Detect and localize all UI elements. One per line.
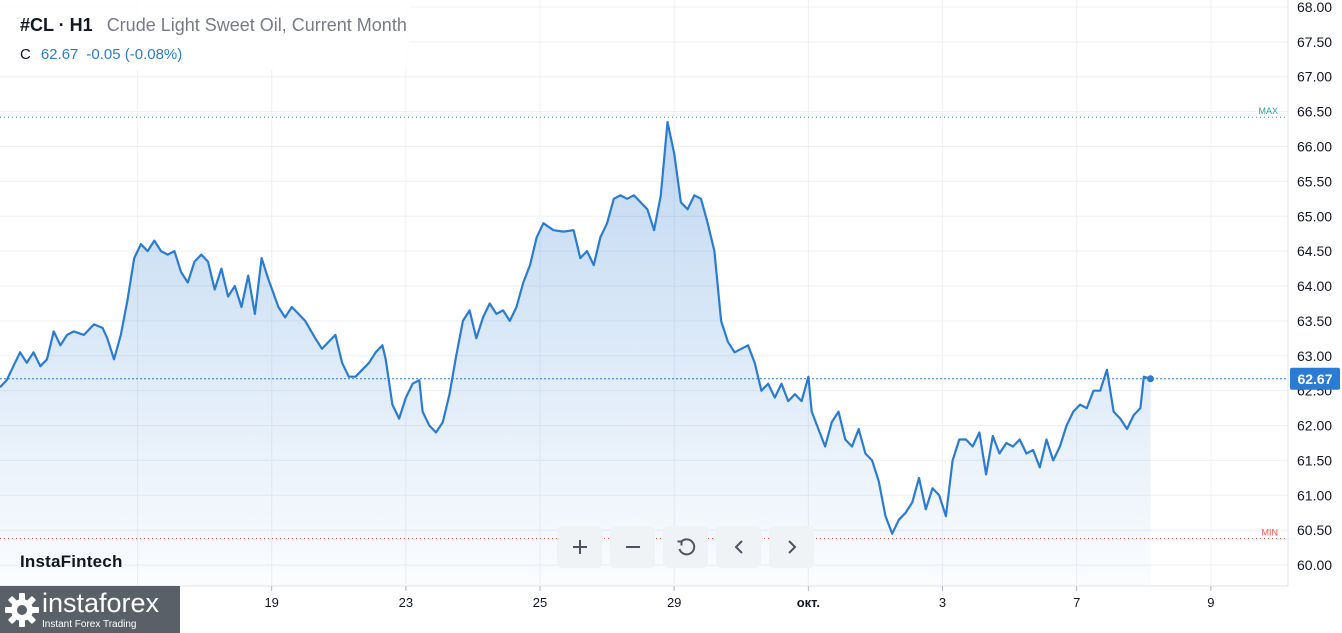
price-tick-label: 66.50 [1297,104,1332,120]
price-tick-label: 65.50 [1297,173,1332,189]
price-area-fill [0,122,1151,586]
chart-legend: #CL · H1 Crude Light Sweet Oil, Current M… [0,0,410,70]
close-value: 62.67 [40,46,79,63]
price-tick-label: 66.00 [1297,139,1332,155]
instrument-description: Crude Light Sweet Oil, Current Month [106,15,407,35]
min-label: MIN [1262,528,1279,538]
time-tick-label: 29 [667,595,681,610]
brand-watermark: InstaFintech [20,552,123,571]
zoom-in-button[interactable] [557,526,602,568]
price-tick-label: 64.50 [1297,243,1332,259]
symbol-label[interactable]: #CL · H1 [20,15,93,35]
price-tick-label: 61.50 [1297,452,1332,468]
chevron-left-icon [734,540,743,554]
time-tick-label: 23 [399,595,413,610]
price-line [0,121,1151,535]
reset-button[interactable] [663,526,708,568]
price-axis: 60.0060.5061.0061.5062.0062.5063.0063.50… [1297,0,1332,573]
plus-icon [572,540,587,554]
chart-toolbar [557,526,814,568]
price-area [0,121,1151,586]
time-tick-label: 7 [1073,595,1080,610]
logo-tagline: Instant Forex Trading [42,618,137,630]
instaforex-logo[interactable]: instaforex Instant Forex Trading [0,586,180,633]
max-label: MAX [1258,106,1278,116]
scroll-left-button[interactable] [716,526,761,568]
price-tick-label: 67.00 [1297,69,1332,85]
logo-name: instaforex [42,587,160,618]
reset-icon [677,538,695,556]
price-tick-label: 62.00 [1297,418,1332,434]
price-tick-label: 67.50 [1297,34,1332,50]
time-tick-label: 3 [939,595,946,610]
time-tick-label: окт. [797,595,820,610]
legend-title: #CL · H1 Crude Light Sweet Oil, Current M… [20,15,407,36]
price-change: -0.05 (-0.08%) [86,46,183,63]
time-tick-label: 9 [1207,595,1214,610]
time-tick-label: 25 [533,595,547,610]
time-axis: 1719232529окт.379 [130,586,1214,610]
logo-text: instaforex Instant Forex Trading [42,587,160,630]
price-tick-label: 63.00 [1297,348,1332,364]
scroll-right-button[interactable] [769,526,814,568]
price-tick-label: 65.00 [1297,208,1332,224]
chevron-right-icon [787,540,796,554]
price-tick-label: 61.00 [1297,487,1332,503]
last-price-marker: 62.67 [1146,367,1340,390]
close-label: C [20,46,31,63]
zoom-out-button[interactable] [610,526,655,568]
time-tick-label: 19 [264,595,278,610]
price-tick-label: 64.00 [1297,278,1332,294]
last-price-badge [1290,367,1340,390]
price-tick-label: 60.00 [1297,557,1332,573]
legend-values: C 62.67 -0.05 (-0.08%) [20,46,182,63]
last-price-label: 62.67 [1297,371,1332,387]
price-tick-label: 60.50 [1297,522,1332,538]
gear-logo-icon [5,592,39,627]
price-tick-label: 63.50 [1297,313,1332,329]
price-tick-label: 68.00 [1297,0,1332,15]
last-point-dot [1146,375,1154,383]
minus-icon [625,546,640,548]
